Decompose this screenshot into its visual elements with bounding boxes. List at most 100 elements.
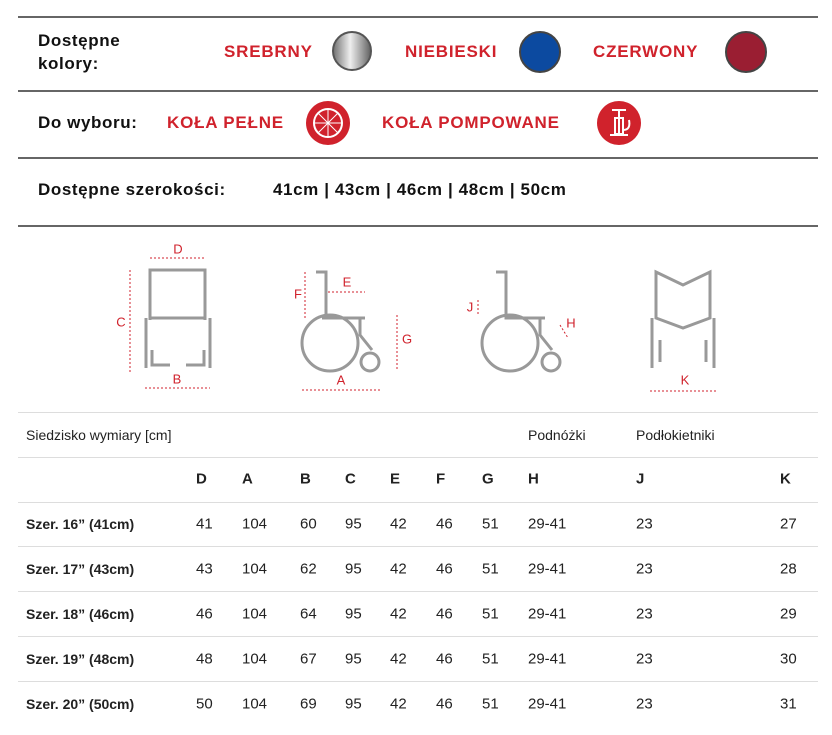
table-cell: 23 xyxy=(636,515,653,533)
table-cell: 104 xyxy=(242,515,268,533)
column-header: C xyxy=(345,470,356,488)
table-cell: 23 xyxy=(636,560,653,578)
column-header: J xyxy=(636,470,645,488)
row-divider xyxy=(18,681,818,682)
row-header: Szer. 18” (46cm) xyxy=(26,606,135,622)
table-cell: 46 xyxy=(436,560,453,578)
row-divider xyxy=(18,636,818,637)
dimension-label: B xyxy=(173,371,182,386)
swatch-blue[interactable] xyxy=(519,31,561,73)
group-header: Siedzisko wymiary [cm] xyxy=(26,427,172,443)
table-cell: 46 xyxy=(436,605,453,623)
dimension-label: K xyxy=(681,372,690,387)
table-cell: 42 xyxy=(390,560,407,578)
table-cell: 29-41 xyxy=(528,650,567,668)
dimension-label: J xyxy=(467,299,474,314)
color-name: NIEBIESKI xyxy=(405,42,498,61)
table-cell: 42 xyxy=(390,650,407,668)
table-cell: 67 xyxy=(300,650,317,668)
table-cell: 50 xyxy=(196,695,213,713)
swatch-silver[interactable] xyxy=(332,31,372,71)
colors-label: Dostępne kolory: xyxy=(38,31,121,73)
table-cell: 60 xyxy=(300,515,317,533)
table-cell: 104 xyxy=(242,695,268,713)
table-cell: 62 xyxy=(300,560,317,578)
dimension-label: E xyxy=(343,274,352,289)
table-cell: 30 xyxy=(780,650,797,668)
group-header: Podnóżki xyxy=(528,427,586,443)
table-cell: 29-41 xyxy=(528,695,567,713)
column-header: D xyxy=(196,470,207,488)
row-header: Szer. 17” (43cm) xyxy=(26,561,135,577)
dimension-label: C xyxy=(116,314,125,329)
row-divider xyxy=(18,591,818,592)
row-header: Szer. 19” (48cm) xyxy=(26,651,135,667)
divider xyxy=(18,157,818,159)
table-cell: 42 xyxy=(390,605,407,623)
table-cell: 95 xyxy=(345,515,362,533)
dimension-label: A xyxy=(337,372,346,387)
color-name: CZERWONY xyxy=(593,42,699,61)
swatch-red[interactable] xyxy=(725,31,767,73)
column-header: B xyxy=(300,470,311,488)
color-name: SREBRNY xyxy=(224,42,313,61)
table-cell: 27 xyxy=(780,515,797,533)
table-cell: 42 xyxy=(390,515,407,533)
dimension-diagrams: D C B F E G A J H K xyxy=(116,241,718,392)
wheel-option: KOŁA POMPOWANE xyxy=(382,113,560,132)
column-header: H xyxy=(528,470,539,488)
divider xyxy=(18,90,818,92)
table-cell: 29-41 xyxy=(528,605,567,623)
column-header: A xyxy=(242,470,253,488)
table-cell: 29-41 xyxy=(528,515,567,533)
wheels-label: Do wyboru: xyxy=(38,113,138,132)
column-header: K xyxy=(780,470,791,488)
table-cell: 95 xyxy=(345,605,362,623)
table-cell: 51 xyxy=(482,515,499,533)
table-cell: 104 xyxy=(242,560,268,578)
table-cell: 46 xyxy=(196,605,213,623)
divider xyxy=(18,225,818,227)
row-header: Szer. 16” (41cm) xyxy=(26,516,135,532)
table-cell: 46 xyxy=(436,650,453,668)
widths-values: 41cm | 43cm | 46cm | 48cm | 50cm xyxy=(273,180,567,199)
pump-icon xyxy=(597,101,641,145)
table-cell: 104 xyxy=(242,605,268,623)
column-header: F xyxy=(436,470,446,488)
table-cell: 46 xyxy=(436,515,453,533)
divider xyxy=(18,16,818,18)
table-cell: 41 xyxy=(196,515,213,533)
table-cell: 23 xyxy=(636,695,653,713)
table-cell: 28 xyxy=(780,560,797,578)
table-cell: 23 xyxy=(636,605,653,623)
table-cell: 46 xyxy=(436,695,453,713)
column-header: G xyxy=(482,470,494,488)
dimension-label: H xyxy=(566,315,575,330)
table-cell: 23 xyxy=(636,650,653,668)
table-cell: 43 xyxy=(196,560,213,578)
table-cell: 42 xyxy=(390,695,407,713)
table-cell: 48 xyxy=(196,650,213,668)
dimension-label: D xyxy=(173,241,182,256)
widths-label: Dostępne szerokości: xyxy=(38,180,226,199)
table-cell: 51 xyxy=(482,695,499,713)
row-divider xyxy=(18,412,818,413)
row-divider xyxy=(18,502,818,503)
table-cell: 95 xyxy=(345,695,362,713)
group-header: Podłokietniki xyxy=(636,427,715,443)
dimension-label: F xyxy=(294,286,302,301)
wheel-option: KOŁA PEŁNE xyxy=(167,113,284,132)
table-cell: 31 xyxy=(780,695,797,713)
row-divider xyxy=(18,546,818,547)
table-cell: 51 xyxy=(482,605,499,623)
wheel-icon xyxy=(306,101,350,145)
table-cell: 69 xyxy=(300,695,317,713)
table-cell: 95 xyxy=(345,650,362,668)
table-cell: 29-41 xyxy=(528,560,567,578)
table-cell: 95 xyxy=(345,560,362,578)
dimension-label: G xyxy=(402,331,412,346)
row-divider xyxy=(18,457,818,458)
table-cell: 51 xyxy=(482,560,499,578)
